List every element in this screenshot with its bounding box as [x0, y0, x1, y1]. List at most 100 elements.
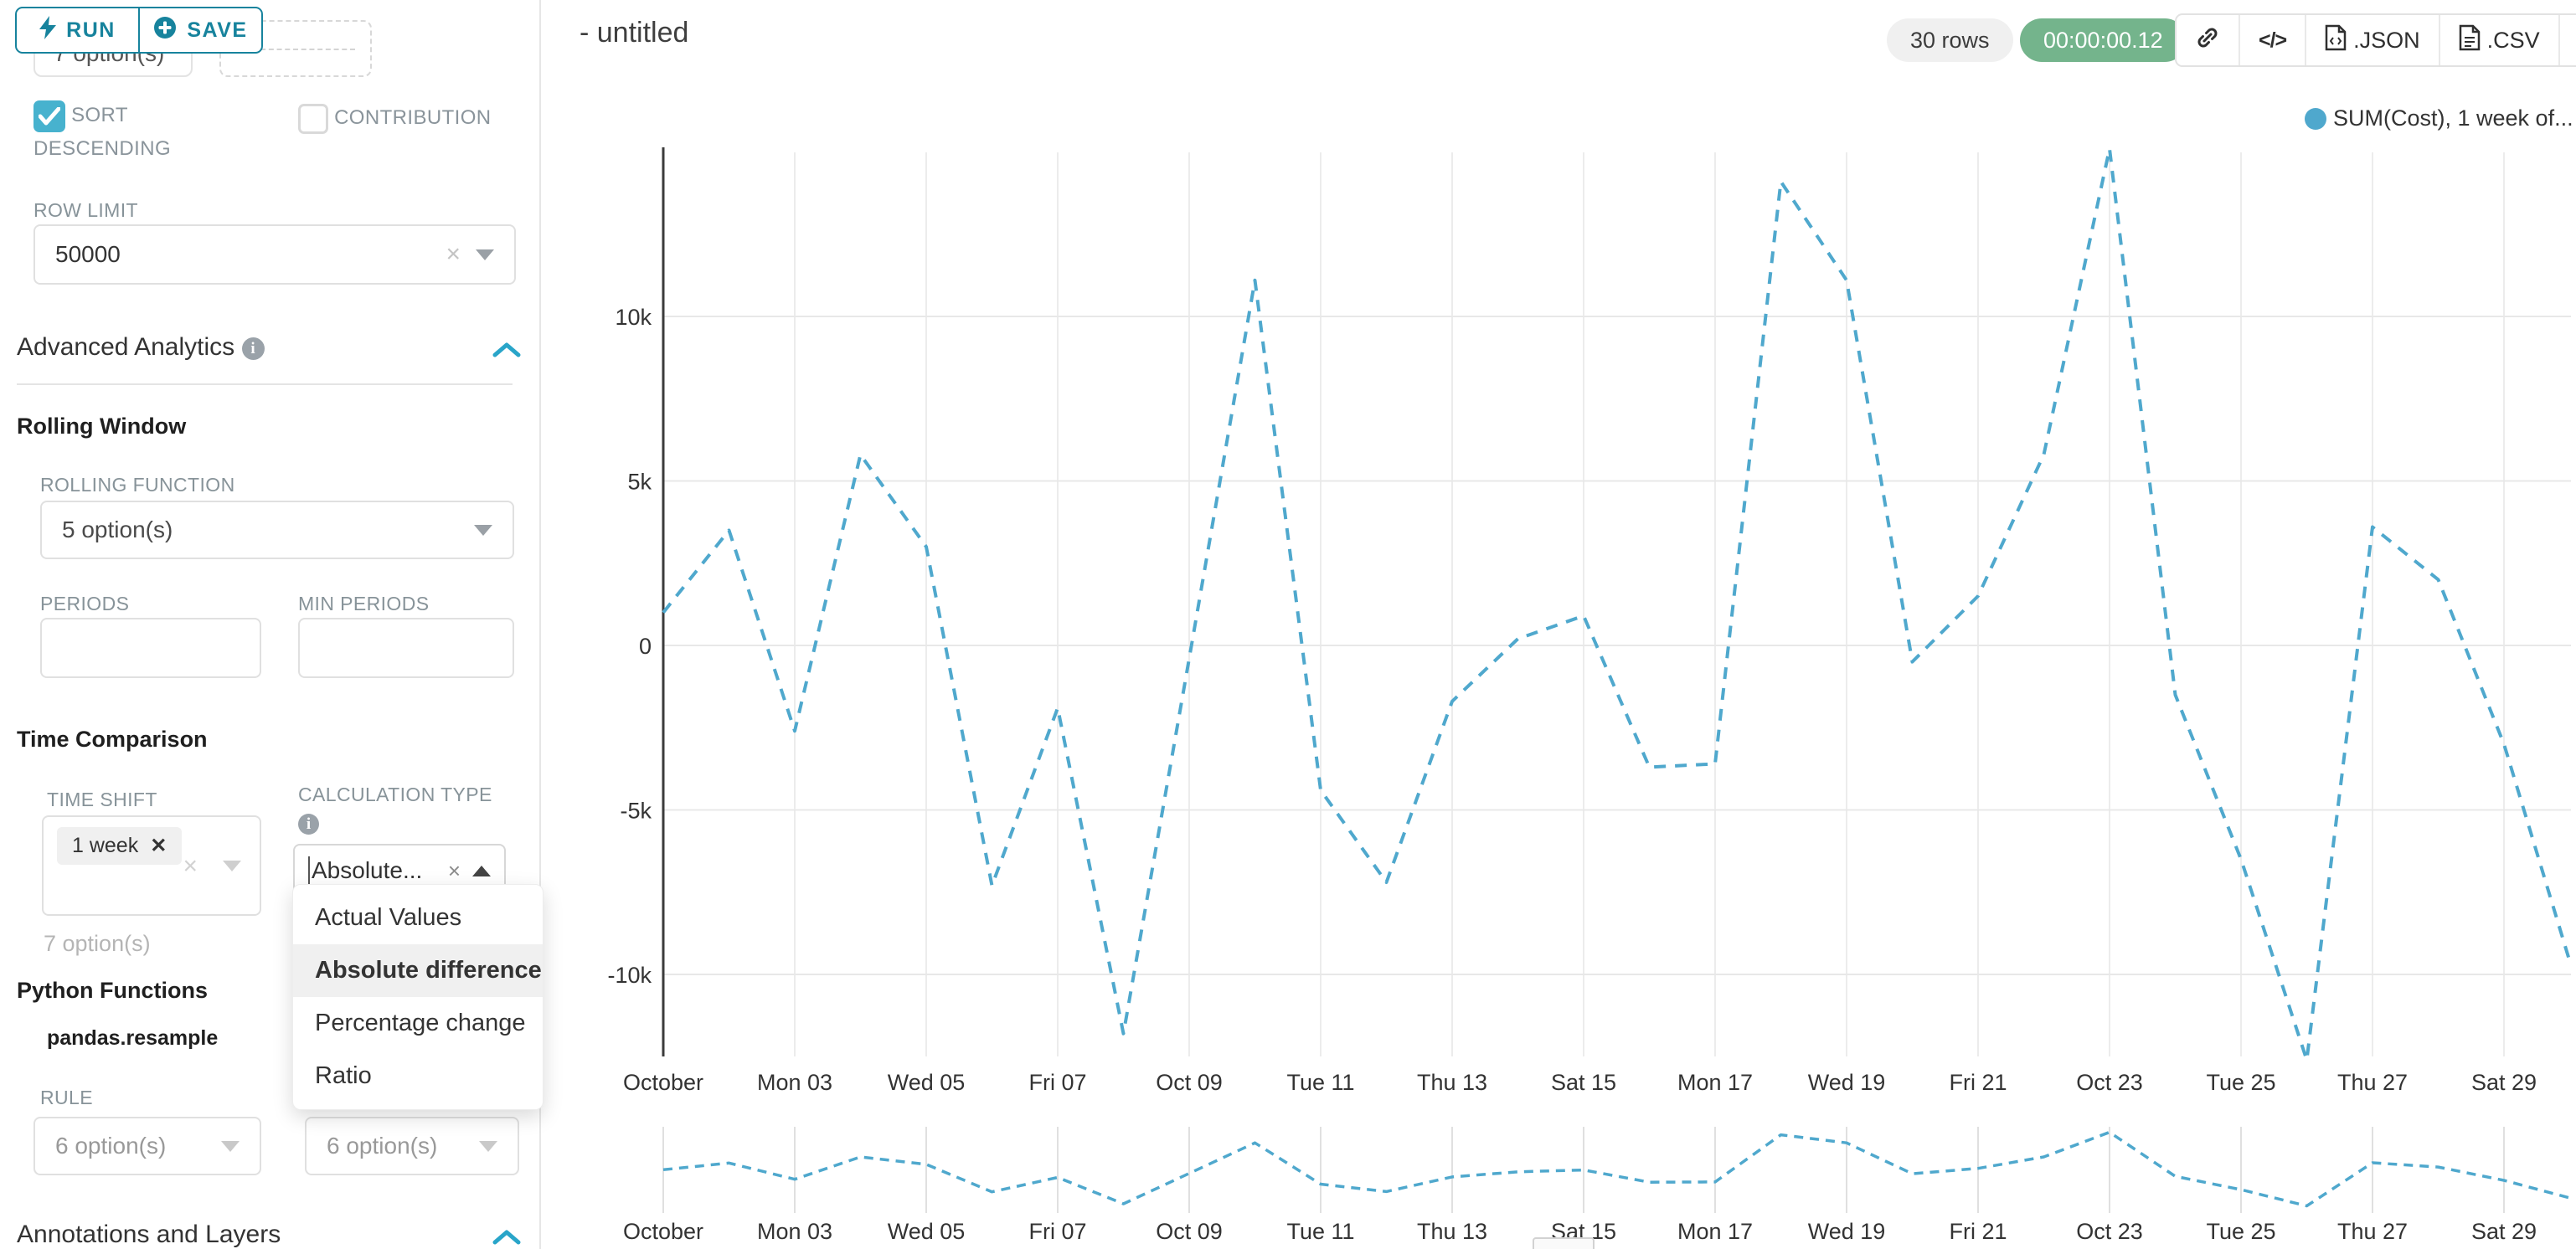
timeseries-line-chart[interactable]: October Mon 03 Wed 05 Fri 07 Oct 09 Tue 11 Thu…: [541, 126, 2576, 1249]
svg-text:Tue 11: Tue 11: [1286, 1070, 1354, 1095]
row-limit-value: 50000: [55, 241, 121, 267]
time-shift-tag-label: 1 week: [72, 834, 139, 857]
rule-select-2[interactable]: 6 option(s): [305, 1117, 519, 1175]
calculation-type-dropdown: Actual Values Absolute difference Percen…: [292, 884, 544, 1110]
advanced-analytics-header[interactable]: Advanced Analytics i: [17, 333, 265, 362]
tag-remove-icon[interactable]: ✕: [150, 835, 167, 857]
lightning-bolt-icon: [39, 15, 57, 45]
save-button-label: SAVE: [187, 18, 248, 42]
svg-text:0: 0: [639, 634, 652, 659]
run-button[interactable]: RUN: [17, 8, 138, 52]
info-icon[interactable]: i: [298, 814, 319, 835]
dropdown-option-ratio[interactable]: Ratio: [315, 1062, 372, 1089]
svg-text:Thu 13: Thu 13: [1417, 1219, 1487, 1244]
file-icon: [2459, 24, 2481, 57]
svg-text:Oct 09: Oct 09: [1156, 1070, 1223, 1095]
rule-select-value: 6 option(s): [55, 1133, 167, 1159]
chevron-down-icon[interactable]: [476, 249, 494, 260]
plus-circle-icon: [153, 16, 177, 45]
run-button-label: RUN: [66, 18, 116, 42]
svg-text:Mon 17: Mon 17: [1677, 1219, 1753, 1244]
rolling-function-select[interactable]: 5 option(s): [40, 501, 514, 559]
clear-icon[interactable]: ×: [446, 240, 461, 268]
svg-text:Thu 13: Thu 13: [1417, 1070, 1487, 1095]
svg-text:Wed 19: Wed 19: [1808, 1070, 1886, 1095]
svg-text:Thu 27: Thu 27: [2337, 1070, 2408, 1095]
svg-text:Fri 07: Fri 07: [1028, 1070, 1086, 1095]
control-panel-sidebar: 7 option(s) RUN SAVE SORT DESCENDING: [0, 0, 544, 1249]
svg-text:Tue 11: Tue 11: [1286, 1219, 1354, 1244]
svg-text:October: October: [623, 1219, 703, 1244]
collapse-chevron-icon[interactable]: [492, 342, 521, 358]
info-icon[interactable]: i: [241, 337, 265, 360]
menu-button[interactable]: [2558, 15, 2576, 65]
axes: October Mon 03 Wed 05 Fri 07 Oct 09 Tue 11 Thu…: [607, 147, 2537, 1095]
svg-text:Tue 25: Tue 25: [2206, 1219, 2275, 1244]
contribution-checkbox[interactable]: [298, 103, 328, 134]
contribution-checkbox-row[interactable]: CONTRIBUTION: [298, 102, 541, 134]
rolling-function-value: 5 option(s): [62, 517, 173, 542]
view-query-button[interactable]: </>: [2239, 15, 2305, 65]
time-shift-label: TIME SHIFT: [47, 789, 157, 810]
chart-legend[interactable]: SUM(Cost), 1 week of...: [2305, 105, 2573, 131]
periods-input[interactable]: [40, 618, 261, 678]
dropdown-option-absolute-difference[interactable]: Absolute difference: [293, 944, 543, 997]
annotations-layers-header[interactable]: Annotations and Layers: [17, 1221, 281, 1249]
legend-series-label: SUM(Cost), 1 week of...: [2333, 105, 2573, 131]
svg-text:Mon 17: Mon 17: [1677, 1070, 1753, 1095]
clear-icon[interactable]: ×: [447, 858, 461, 883]
chevron-up-icon[interactable]: [472, 865, 491, 876]
min-periods-label: MIN PERIODS: [298, 593, 430, 614]
time-shift-tag: 1 week ✕: [57, 827, 183, 865]
row-count-badge: 30 rows: [1887, 18, 2013, 62]
periods-label: PERIODS: [40, 593, 130, 614]
contribution-label: CONTRIBUTION: [334, 106, 492, 129]
export-csv-button[interactable]: .CSV: [2438, 15, 2558, 65]
text-cursor: [308, 856, 310, 885]
save-button[interactable]: SAVE: [138, 8, 261, 52]
sort-descending-checkbox[interactable]: [33, 100, 65, 132]
sort-descending-label: SORT DESCENDING: [33, 104, 172, 160]
rule-select-2-value: 6 option(s): [327, 1133, 438, 1159]
svg-text:Mon 03: Mon 03: [757, 1070, 832, 1095]
svg-text:Oct 09: Oct 09: [1156, 1219, 1223, 1244]
row-limit-select[interactable]: 50000 ×: [33, 224, 516, 285]
calculation-type-label: CALCULATION TYPE: [298, 784, 492, 805]
query-timer-badge: 00:00:00.12: [2020, 18, 2187, 62]
annotations-layers-title: Annotations and Layers: [17, 1221, 281, 1248]
row-limit-label: ROW LIMIT: [33, 199, 138, 221]
chart-title[interactable]: - untitled: [580, 17, 689, 49]
clear-icon[interactable]: ×: [183, 852, 198, 880]
dropdown-option-percentage-change[interactable]: Percentage change: [315, 1010, 526, 1036]
min-periods-input[interactable]: [298, 618, 514, 678]
chevron-down-icon[interactable]: [221, 1140, 240, 1152]
collapse-chevron-icon[interactable]: [492, 1229, 521, 1246]
sort-descending-checkbox-row[interactable]: SORT DESCENDING: [33, 99, 243, 166]
rule-select[interactable]: 6 option(s): [33, 1117, 261, 1175]
copy-link-button[interactable]: [2177, 15, 2239, 65]
export-json-label: .JSON: [2353, 27, 2420, 53]
svg-text:Wed 05: Wed 05: [888, 1219, 966, 1244]
rolling-function-label: ROLLING FUNCTION: [40, 474, 235, 496]
link-icon: [2195, 25, 2220, 56]
svg-text:Sat 29: Sat 29: [2471, 1070, 2537, 1095]
svg-text:Wed 05: Wed 05: [888, 1070, 966, 1095]
grid: [662, 152, 2571, 1056]
svg-text:Oct 23: Oct 23: [2076, 1219, 2143, 1244]
svg-text:Sat 15: Sat 15: [1551, 1070, 1616, 1095]
export-json-button[interactable]: .JSON: [2305, 15, 2439, 65]
rule-label: RULE: [40, 1087, 93, 1108]
brush-handle-fragment[interactable]: [1533, 1237, 1595, 1249]
pandas-resample-label: pandas.resample: [47, 1026, 219, 1050]
svg-text:Oct 23: Oct 23: [2076, 1070, 2143, 1095]
svg-text:-5k: -5k: [620, 799, 652, 824]
svg-text:October: October: [623, 1070, 703, 1095]
chevron-down-icon[interactable]: [474, 524, 492, 536]
chevron-down-icon[interactable]: [479, 1140, 497, 1152]
chevron-down-icon[interactable]: [223, 861, 241, 871]
time-shift-multiselect[interactable]: 1 week ✕ ×: [42, 815, 261, 916]
dropdown-option-actual-values[interactable]: Actual Values: [315, 904, 462, 931]
file-code-icon: [2325, 24, 2347, 57]
advanced-analytics-title: Advanced Analytics: [17, 333, 235, 361]
